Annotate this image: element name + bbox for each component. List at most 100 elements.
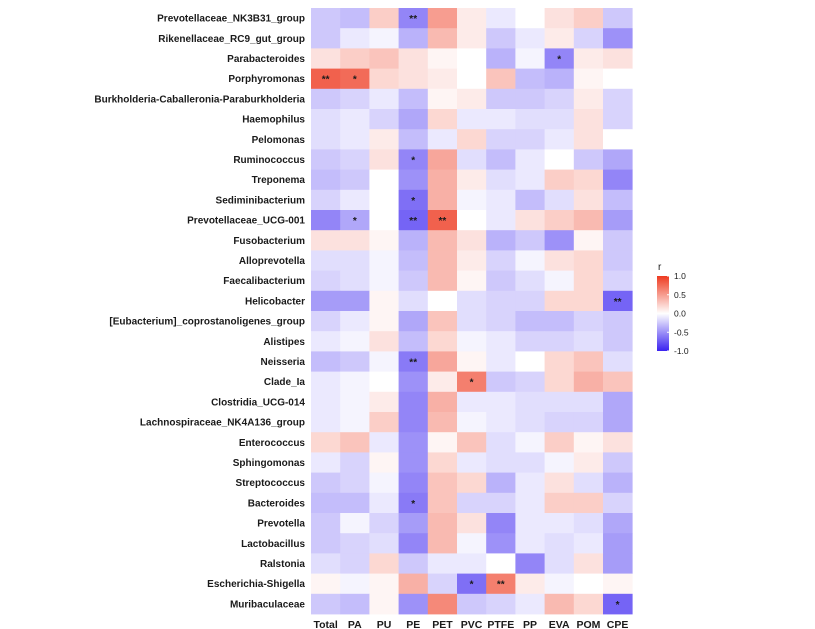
heatmap-cell — [486, 351, 516, 372]
heatmap-cell — [486, 8, 516, 29]
heatmap-cell — [311, 169, 341, 191]
heatmap-cell — [398, 553, 429, 574]
heatmap-cell — [311, 311, 341, 332]
heatmap-cell — [486, 88, 516, 110]
heatmap-cell — [311, 88, 341, 110]
heatmap-cell — [311, 109, 341, 130]
heatmap-cell — [515, 88, 545, 110]
heatmap-cell — [427, 533, 458, 554]
heatmap-cell — [369, 210, 399, 231]
heatmap-cell — [311, 290, 341, 312]
heatmap-cell — [486, 149, 516, 170]
heatmap-cell — [427, 351, 458, 372]
heatmap-cell — [603, 68, 633, 90]
color-legend: r 1.0 0.5 0.0 -0.5 -1.0 — [657, 262, 689, 356]
heatmap-cell — [398, 68, 429, 90]
heatmap-cell — [369, 230, 399, 251]
heatmap-cell — [427, 452, 458, 473]
heatmap-cell — [573, 311, 604, 332]
heatmap-cell — [369, 68, 399, 90]
row-label: Fusobacterium — [233, 236, 305, 247]
heatmap-cell — [398, 593, 429, 615]
heatmap-cell — [457, 169, 487, 191]
heatmap-cell — [573, 189, 604, 211]
heatmap-cell — [486, 109, 516, 130]
heatmap-cell — [573, 28, 604, 49]
significance-marker: * — [470, 378, 474, 389]
heatmap-cell — [369, 311, 399, 332]
heatmap-cell — [398, 533, 429, 554]
heatmap-cell — [311, 593, 341, 615]
row-label: Prevotellaceae_NK3B31_group — [157, 14, 305, 25]
heatmap-cell — [486, 210, 516, 231]
significance-marker: * — [353, 216, 357, 227]
row-label: Lachnospiraceae_NK4A136_group — [140, 418, 305, 429]
significance-marker: * — [557, 55, 561, 66]
heatmap-cell — [369, 573, 399, 595]
column-label: PU — [377, 619, 392, 629]
heatmap-cell — [311, 149, 341, 170]
heatmap-cell — [457, 573, 487, 595]
heatmap-cell — [573, 169, 604, 191]
heatmap-cell — [340, 573, 370, 595]
heatmap-cell — [573, 270, 604, 292]
row-label: Clostridia_UCG-014 — [211, 397, 305, 408]
legend-title: r — [658, 262, 662, 273]
heatmap-cell — [573, 452, 604, 473]
heatmap-cell — [369, 472, 399, 494]
heatmap-cell — [311, 351, 341, 372]
heatmap-cell — [486, 452, 516, 473]
significance-marker: ** — [409, 14, 417, 25]
heatmap-cell — [398, 290, 429, 312]
heatmap-cell — [603, 331, 633, 352]
heatmap-cell — [573, 492, 604, 514]
heatmap-cell — [515, 371, 545, 393]
heatmap-cell — [369, 553, 399, 574]
column-label: PE — [406, 619, 420, 629]
heatmap-cell — [544, 391, 575, 413]
heatmap-cell — [573, 432, 604, 453]
heatmap-cell — [603, 593, 633, 615]
heatmap-cell — [544, 250, 575, 271]
heatmap-cell — [573, 230, 604, 251]
significance-marker: ** — [614, 297, 622, 308]
heatmap-cell — [369, 452, 399, 473]
heatmap-cell — [311, 553, 341, 574]
column-label: POM — [576, 619, 600, 629]
legend-tick-label: 1.0 — [674, 271, 686, 281]
heatmap-cell — [311, 513, 341, 534]
heatmap-cell — [544, 412, 575, 433]
heatmap-cell — [603, 230, 633, 251]
heatmap-cell — [398, 351, 429, 372]
heatmap-cell — [573, 573, 604, 595]
heatmap-cell — [311, 48, 341, 69]
heatmap-cell — [573, 331, 604, 352]
heatmap-cell — [311, 270, 341, 292]
heatmap-cell — [340, 492, 370, 514]
heatmap-cell — [398, 230, 429, 251]
heatmap-cell — [398, 492, 429, 514]
heatmap-cell — [311, 432, 341, 453]
heatmap-cell — [340, 129, 370, 150]
heatmap-cell — [515, 129, 545, 150]
heatmap-cell — [369, 270, 399, 292]
heatmap-cell — [544, 109, 575, 130]
heatmap-cell — [573, 129, 604, 150]
heatmap-cell — [603, 553, 633, 574]
heatmap-cell — [515, 290, 545, 312]
row-label: Prevotellaceae_UCG-001 — [187, 216, 305, 227]
heatmap-cell — [544, 189, 575, 211]
heatmap-cell — [311, 230, 341, 251]
heatmap-cell — [457, 371, 487, 393]
heatmap-cell — [457, 472, 487, 494]
significance-marker: ** — [409, 358, 417, 369]
heatmap-cell — [398, 513, 429, 534]
heatmap-cell — [603, 290, 633, 312]
heatmap-cell — [573, 513, 604, 534]
heatmap-cell — [311, 331, 341, 352]
heatmap-cell — [398, 88, 429, 110]
heatmap-cell — [311, 8, 341, 29]
heatmap-cell — [544, 270, 575, 292]
heatmap-cell — [340, 290, 370, 312]
heatmap-cell — [573, 391, 604, 413]
